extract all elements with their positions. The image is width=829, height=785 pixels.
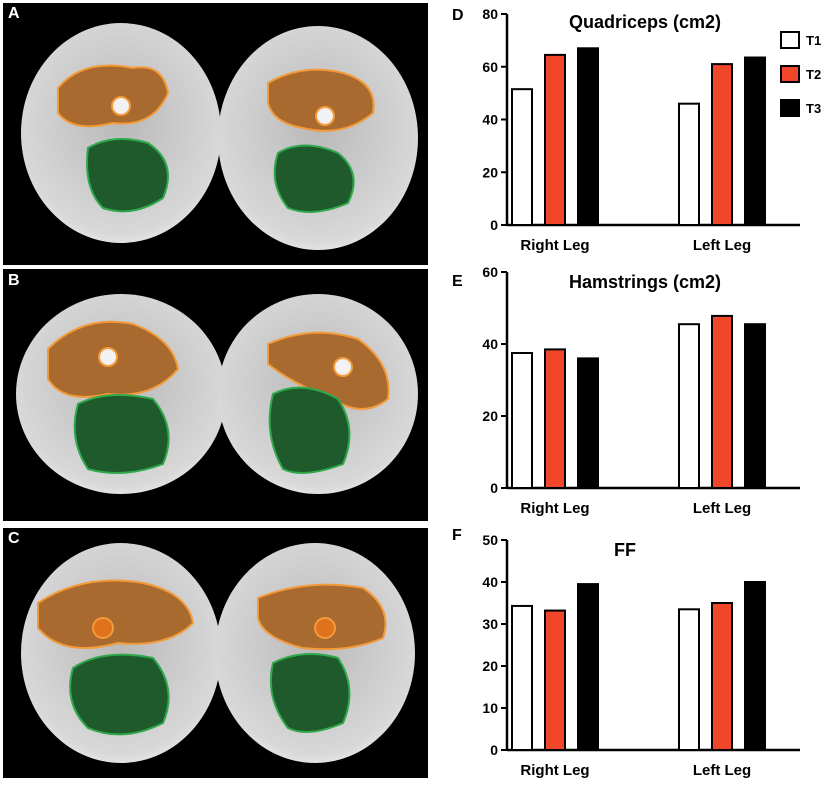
legend-swatch-t2 — [780, 65, 800, 83]
x-tick-label: Right Leg — [520, 237, 589, 254]
mri-panel-c — [3, 528, 428, 778]
bar-t2 — [711, 63, 733, 226]
chart-title: Hamstrings (cm2) — [569, 272, 721, 292]
y-tick-label: 40 — [482, 574, 498, 590]
panel-label-e: E — [452, 273, 463, 290]
hamstrings-region — [69, 653, 170, 736]
panel-label-a: A — [8, 5, 20, 22]
bar-t1 — [511, 88, 533, 226]
bar-t3 — [577, 583, 599, 751]
y-tick-label: 40 — [482, 336, 498, 352]
y-tick-label: 40 — [482, 112, 498, 128]
y-tick-label: 20 — [482, 658, 498, 674]
y-tick-label: 0 — [490, 480, 498, 496]
bar-t3 — [744, 56, 766, 226]
y-tick-label: 10 — [482, 700, 498, 716]
mri-image-a — [21, 23, 418, 250]
bar-t1 — [511, 604, 533, 751]
legend-label-t2: T2 — [806, 67, 821, 82]
y-tick-label: 20 — [482, 408, 498, 424]
y-tick-label: 30 — [482, 616, 498, 632]
y-tick-label: 60 — [482, 59, 498, 75]
hamstrings-region — [273, 144, 355, 213]
bar-t2 — [711, 314, 733, 490]
legend-swatch-t1 — [780, 31, 800, 49]
y-tick-label: 0 — [490, 742, 498, 758]
bar-t3 — [577, 357, 599, 489]
quadriceps-region — [37, 579, 195, 649]
quadriceps-region — [57, 64, 170, 128]
y-tick-label: 0 — [490, 217, 498, 233]
panel-label-f: F — [452, 527, 462, 544]
legend-swatch-t3 — [780, 99, 800, 117]
x-tick-label: Left Leg — [693, 237, 751, 254]
hamstrings-region — [268, 386, 351, 474]
femur-bone — [111, 96, 131, 116]
bar-t2 — [544, 53, 566, 226]
bar-t2 — [711, 602, 733, 751]
legend-label-t1: T1 — [806, 33, 821, 48]
femur-bone — [315, 106, 335, 126]
x-tick-label: Right Leg — [520, 762, 589, 779]
panel-label-b: B — [8, 272, 20, 289]
bar-t2 — [544, 609, 566, 751]
y-tick-label: 80 — [482, 6, 498, 22]
y-tick-label: 20 — [482, 164, 498, 180]
quadriceps-region — [267, 331, 390, 410]
mri-image-b — [16, 294, 418, 494]
x-tick-label: Left Leg — [693, 500, 751, 517]
mri-panel-a — [3, 3, 428, 265]
bar-t1 — [678, 608, 700, 751]
legend-label-t3: T3 — [806, 101, 821, 116]
x-tick-label: Left Leg — [693, 762, 751, 779]
femur-bone — [98, 347, 118, 367]
x-tick-label: Right Leg — [520, 500, 589, 517]
panel-label-d: D — [452, 7, 464, 24]
y-tick-label: 50 — [482, 532, 498, 548]
quadriceps-region — [267, 68, 375, 132]
mri-image-c — [21, 543, 415, 763]
femur-bone — [314, 617, 336, 639]
bar-t3 — [744, 581, 766, 751]
bar-t3 — [577, 47, 599, 226]
bar-t1 — [511, 352, 533, 489]
hamstrings-region — [86, 138, 169, 213]
chart-title: FF — [614, 540, 636, 560]
mri-panel-b — [3, 269, 428, 521]
panel-label-c: C — [8, 530, 20, 547]
hamstrings-region — [269, 653, 351, 733]
y-tick-label: 60 — [482, 264, 498, 280]
bar-t1 — [678, 102, 700, 226]
bar-t3 — [744, 323, 766, 490]
hamstrings-region — [73, 394, 170, 474]
quadriceps-region — [257, 583, 387, 651]
bar-t1 — [678, 323, 700, 490]
femur-bone — [333, 357, 353, 377]
femur-bone — [92, 617, 114, 639]
chart-title: Quadriceps (cm2) — [569, 12, 721, 32]
bar-t2 — [544, 348, 566, 489]
